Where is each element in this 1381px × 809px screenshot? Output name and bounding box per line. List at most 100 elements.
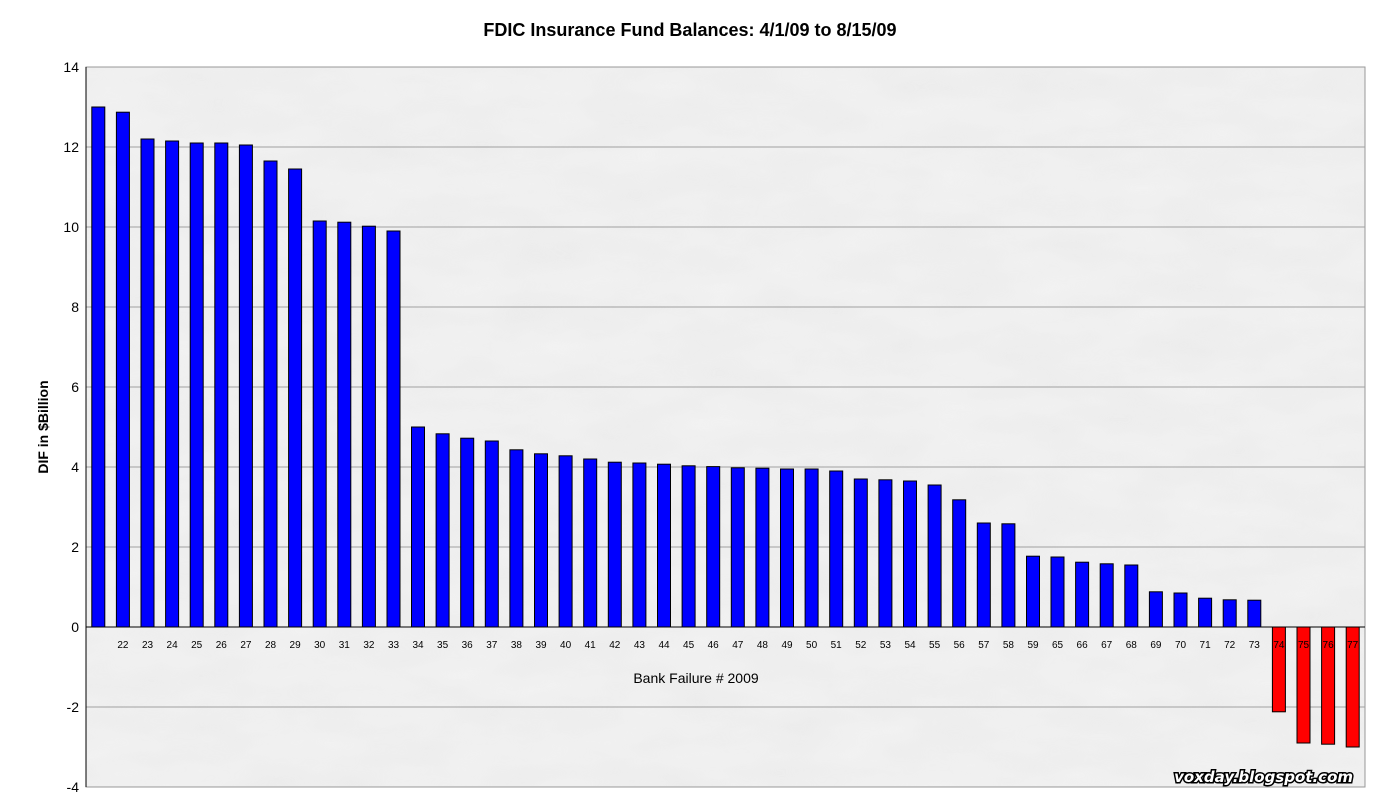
x-tick-label: 26 — [216, 640, 228, 651]
bar — [583, 458, 598, 628]
x-tick-label: 70 — [1175, 640, 1187, 651]
chart-title: FDIC Insurance Fund Balances: 4/1/09 to … — [483, 20, 896, 40]
y-tick-labels: -4 -2 0 2 4 6 8 10 12 14 — [63, 59, 79, 795]
y-tick-label: 6 — [71, 379, 79, 395]
x-tick-label: 28 — [265, 640, 277, 651]
bar — [878, 479, 893, 628]
x-tick-label: 35 — [437, 640, 449, 651]
bar — [632, 462, 647, 628]
bar — [288, 168, 303, 628]
bar — [238, 144, 253, 628]
x-tick-label: 38 — [511, 640, 523, 651]
x-tick-label: 56 — [954, 640, 966, 651]
x-tick-label: 36 — [462, 640, 474, 651]
x-tick-label: 29 — [290, 640, 302, 651]
x-tick-label: 72 — [1224, 640, 1236, 651]
bar — [1001, 523, 1016, 628]
x-axis-label: Bank Failure # 2009 — [633, 670, 759, 686]
x-tick-label: 58 — [1003, 640, 1015, 651]
x-tick-label: 68 — [1126, 640, 1138, 651]
bar — [140, 138, 155, 628]
bar — [1075, 561, 1090, 628]
watermark: voxday.blogspot.com — [1174, 768, 1353, 786]
bar — [903, 480, 917, 628]
y-tick-label: 0 — [71, 619, 79, 635]
bar — [1026, 555, 1040, 628]
bar — [1148, 591, 1163, 628]
x-tick-label: 59 — [1027, 640, 1039, 651]
y-tick-label: -2 — [67, 699, 80, 715]
bar — [312, 220, 327, 628]
x-tick-label: 45 — [683, 640, 695, 651]
bar — [484, 440, 499, 628]
bar — [534, 453, 548, 628]
x-tick-label: 54 — [904, 640, 916, 651]
bar — [927, 484, 942, 628]
x-tick-label: 75 — [1298, 640, 1310, 651]
x-tick-label: 30 — [314, 640, 326, 651]
y-tick-label: 10 — [63, 219, 79, 235]
x-tick-label: 34 — [412, 640, 424, 651]
bar — [263, 160, 278, 628]
x-tick-label: 22 — [117, 640, 129, 651]
x-tick-label: 41 — [585, 640, 597, 651]
bar — [607, 461, 622, 628]
x-tick-label: 71 — [1200, 640, 1212, 651]
x-tick-label: 69 — [1150, 640, 1162, 651]
bar — [829, 470, 844, 628]
y-tick-label: 8 — [71, 299, 79, 315]
bar — [558, 455, 573, 628]
y-tick-label: 14 — [63, 59, 79, 75]
bar — [189, 142, 204, 628]
x-tick-label: 49 — [781, 640, 793, 651]
y-tick-label: 4 — [71, 459, 79, 475]
bar — [804, 468, 819, 628]
bar — [681, 465, 696, 628]
x-tick-label: 33 — [388, 640, 400, 651]
x-tick-label: 48 — [757, 640, 769, 651]
bar — [1222, 599, 1237, 628]
bar — [1050, 556, 1065, 628]
x-tick-label: 65 — [1052, 640, 1064, 651]
x-tick-label: 37 — [486, 640, 498, 651]
x-tick-label: 77 — [1347, 640, 1359, 651]
x-tick-label: 67 — [1101, 640, 1113, 651]
x-tick-label: 27 — [240, 640, 252, 651]
bar — [214, 142, 229, 628]
x-tick-label: 31 — [339, 640, 351, 651]
bar — [706, 466, 721, 628]
x-tick-label: 52 — [855, 640, 867, 651]
bar — [1173, 592, 1188, 628]
bar — [165, 140, 180, 628]
bar — [755, 467, 770, 628]
bar — [853, 478, 868, 628]
x-tick-label: 40 — [560, 640, 572, 651]
bar — [115, 111, 130, 628]
bar — [1247, 599, 1262, 628]
bar — [361, 225, 376, 628]
x-tick-label: 25 — [191, 640, 203, 651]
x-tick-label: 24 — [167, 640, 179, 651]
bar — [780, 468, 794, 628]
x-tick-label: 23 — [142, 640, 154, 651]
x-tick-label: 55 — [929, 640, 941, 651]
x-tick-label: 32 — [363, 640, 375, 651]
x-tick-label: 39 — [535, 640, 547, 651]
bar — [337, 221, 352, 628]
bar — [1099, 563, 1114, 628]
bar — [976, 522, 991, 628]
bar — [657, 463, 671, 628]
y-tick-label: 2 — [71, 539, 79, 555]
x-tick-labels: 22 23 24 25 26 27 28 29 30 31 32 33 34 35 36 37 38 39 40 41… — [117, 640, 1358, 651]
x-tick-label: 66 — [1077, 640, 1089, 651]
x-tick-label: 47 — [732, 640, 744, 651]
x-tick-label: 53 — [880, 640, 892, 651]
bar — [91, 106, 106, 628]
y-axis-label: DIF in $Billion — [35, 380, 51, 473]
x-tick-label: 74 — [1273, 640, 1285, 651]
y-tick-label: -4 — [67, 779, 80, 795]
bar — [509, 449, 524, 628]
bar — [435, 433, 450, 628]
x-tick-label: 50 — [806, 640, 818, 651]
